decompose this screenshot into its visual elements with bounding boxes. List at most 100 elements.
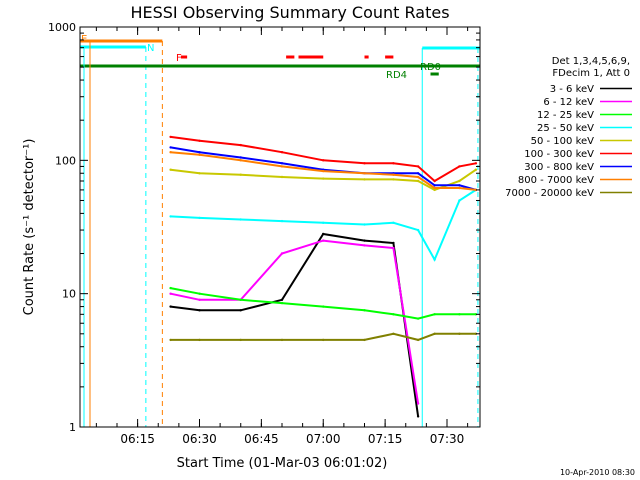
data-point — [239, 298, 242, 301]
data-point — [363, 162, 366, 165]
data-point — [474, 188, 478, 192]
data-point — [363, 309, 366, 312]
data-point — [458, 199, 461, 202]
annotation-n: N — [147, 43, 154, 54]
x-tick-label: 07:30 — [430, 432, 465, 446]
data-point — [322, 169, 325, 173]
data-point — [433, 188, 436, 192]
data-point — [363, 178, 366, 181]
y-axis-label: Count Rate (s⁻¹ detector⁻¹) — [22, 139, 37, 316]
data-point — [392, 221, 395, 224]
data-point — [239, 143, 242, 147]
data-point — [363, 223, 366, 226]
data-point — [280, 219, 284, 223]
data-point — [280, 338, 284, 342]
legend: Det 1,3,4,5,6,9,FDecim 1, Att 0 3 - 6 keV… — [505, 56, 632, 199]
data-point — [392, 241, 395, 245]
x-axis-label: Start Time (01-Mar-03 06:01:02) — [177, 456, 388, 471]
data-point — [433, 186, 436, 190]
data-point — [198, 216, 201, 220]
data-point — [169, 168, 172, 171]
data-point — [416, 165, 420, 168]
data-point — [433, 313, 436, 316]
data-point — [198, 139, 201, 142]
footer-timestamp: 10-Apr-2010 08:30 — [560, 468, 635, 477]
data-point — [392, 178, 395, 181]
data-point — [433, 258, 436, 261]
data-point — [458, 186, 461, 190]
data-point — [239, 173, 242, 176]
data-point — [169, 135, 172, 139]
legend-label: 100 - 300 keV — [524, 149, 594, 160]
data-point — [458, 332, 461, 335]
series-line-3-6-kev — [170, 232, 420, 417]
legend-label: 300 - 800 keV — [524, 162, 594, 173]
data-point — [474, 313, 478, 316]
data-point — [280, 162, 284, 165]
legend-label: 800 - 7000 keV — [518, 175, 594, 186]
data-point — [474, 332, 478, 335]
annotation-rd4: RD4 — [386, 70, 407, 81]
data-point — [433, 332, 436, 335]
data-point — [280, 298, 284, 301]
x-tick-label: 06:30 — [182, 432, 217, 446]
data-point — [198, 292, 201, 295]
data-point — [239, 309, 242, 312]
data-point — [169, 305, 172, 308]
legend-label: 12 - 25 keV — [537, 110, 594, 121]
data-point — [169, 292, 172, 295]
legend-label: 6 - 12 keV — [543, 97, 594, 108]
plot-frame — [79, 26, 481, 428]
x-tick-label: 07:00 — [306, 432, 341, 446]
y-tick-label: 1 — [69, 421, 76, 434]
data-point — [322, 221, 325, 224]
legend-label: 50 - 100 keV — [531, 136, 595, 147]
annotation-f: F — [176, 53, 182, 64]
data-point — [322, 159, 325, 162]
data-point — [416, 402, 420, 405]
data-point — [363, 338, 366, 342]
data-point — [239, 218, 242, 221]
data-point — [280, 165, 284, 168]
observing-flags-layer: N F RD0 RD4 E — [80, 34, 480, 427]
data-point — [433, 184, 436, 187]
x-tick-label: 06:15 — [120, 432, 155, 446]
data-point — [322, 239, 325, 242]
data-point — [169, 286, 172, 290]
data-point — [239, 156, 242, 159]
data-point — [169, 338, 172, 342]
data-point — [198, 172, 201, 175]
legend-header-line: FDecim 1, Att 0 — [552, 68, 630, 79]
data-point — [392, 332, 395, 335]
data-point — [474, 168, 478, 171]
y-tick-label: 1000 — [48, 21, 76, 34]
legend-label: 3 - 6 keV — [550, 84, 594, 95]
data-point — [433, 179, 436, 183]
data-point — [363, 239, 366, 242]
data-point — [416, 175, 420, 179]
annotation-rd0: RD0 — [420, 62, 441, 73]
data-point — [322, 305, 325, 308]
data-point — [416, 415, 420, 418]
data-point — [280, 175, 284, 179]
data-point — [416, 172, 420, 175]
data-point — [474, 162, 478, 165]
legend-label: 7000 - 20000 keV — [505, 188, 594, 199]
data-point — [198, 153, 201, 156]
data-point — [169, 146, 172, 149]
data-point — [363, 172, 366, 175]
data-point — [392, 313, 395, 316]
x-tick-label: 06:45 — [244, 432, 279, 446]
y-tick-label: 100 — [55, 154, 76, 167]
data-point — [416, 338, 420, 342]
data-point — [198, 298, 201, 301]
legend-header-line: Det 1,3,4,5,6,9, — [552, 56, 630, 67]
data-point — [198, 338, 201, 342]
y-tick-label: 10 — [62, 288, 76, 301]
annotation-e: E — [81, 34, 87, 45]
data-point — [239, 338, 242, 342]
data-point — [458, 165, 461, 168]
data-point — [322, 177, 325, 180]
data-point — [416, 228, 420, 232]
